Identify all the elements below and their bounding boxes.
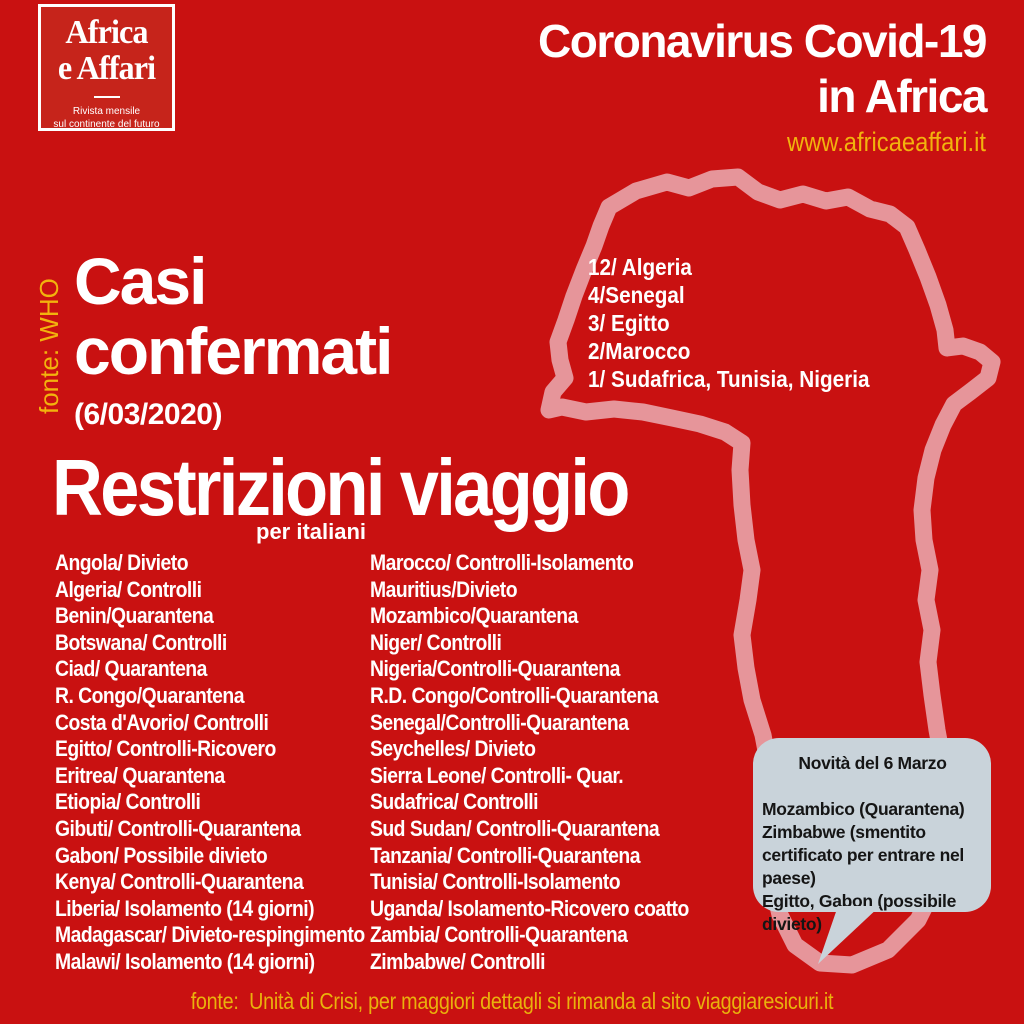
restrictions-title: Restrizioni viaggio — [52, 443, 630, 532]
website-url: www.africaeaffari.it — [787, 127, 986, 157]
restrictions-subtitle: per italiani — [256, 519, 367, 544]
restriction-item: Zimbabwe/ Controlli — [370, 948, 545, 974]
news-bubble-line: Mozambico (Quarantena) — [762, 799, 965, 819]
restriction-item: Etiopia/ Controlli — [55, 789, 201, 815]
page-title-line2: in Africa — [817, 70, 987, 122]
logo-tagline-line1: Rivista mensile — [72, 106, 141, 117]
logo-title-line2: e Affari — [57, 50, 156, 87]
restriction-item: Gabon/ Possibile divieto — [55, 842, 268, 868]
restriction-item: Eritrea/ Quarantena — [55, 762, 225, 788]
page-title-line1: Coronavirus Covid-19 — [538, 15, 988, 67]
confirmed-title-line2: confermati — [74, 314, 393, 388]
restriction-item: Botswana/ Controlli — [55, 629, 227, 655]
restriction-item: Kenya/ Controlli-Quarantena — [55, 869, 304, 895]
case-item: 12/ Algeria — [588, 254, 692, 280]
case-item: 3/ Egitto — [588, 310, 670, 336]
source-label-who: fonte: WHO — [34, 278, 64, 414]
news-bubble-line: certificato per entrare nel — [762, 845, 964, 865]
restriction-item: Senegal/Controlli-Quarantena — [370, 709, 629, 735]
restriction-item: Gibuti/ Controlli-Quarantena — [55, 815, 301, 841]
restriction-item: Niger/ Controlli — [370, 629, 502, 655]
case-item: 1/ Sudafrica, Tunisia, Nigeria — [588, 366, 870, 392]
news-bubble-tail — [818, 906, 880, 964]
restriction-item: Mauritius/Divieto — [370, 576, 518, 602]
restriction-item: Marocco/ Controlli-Isolamento — [370, 550, 634, 575]
restriction-item: Sierra Leone/ Controlli- Quar. — [370, 762, 624, 788]
restriction-item: Sud Sudan/ Controlli-Quarantena — [370, 815, 660, 841]
restrictions-column-left: Angola/ Divieto Algeria/ Controlli Benin/Q… — [55, 550, 365, 976]
restriction-item: Tanzania/ Controlli-Quarantena — [370, 842, 640, 868]
restriction-item: Uganda/ Isolamento-Ricovero coatto — [370, 895, 689, 921]
footer-source: fonte: Unità di Crisi, per maggiori dett… — [190, 988, 834, 1014]
news-bubble-line: Zimbabwe (smentito — [762, 822, 926, 842]
confirmed-title-line1: Casi — [74, 244, 207, 318]
restriction-item: Liberia/ Isolamento (14 giorni) — [55, 895, 315, 921]
case-item: 4/Senegal — [588, 282, 685, 308]
confirmed-cases-block: Casi confermati (6/03/2020) — [74, 244, 393, 432]
logo-title-line1: Africa — [65, 14, 148, 51]
news-bubble-title: Novità del 6 Marzo — [798, 753, 947, 773]
news-bubble-line: divieto) — [762, 914, 822, 934]
restrictions-column-right: Marocco/ Controlli-Isolamento Mauritius/D… — [370, 550, 689, 976]
restriction-item: Costa d'Avorio/ Controlli — [55, 709, 269, 735]
case-item: 2/Marocco — [588, 338, 691, 364]
restriction-item: Malawi/ Isolamento (14 giorni) — [55, 948, 315, 974]
restriction-item: Mozambico/Quarantena — [370, 603, 578, 629]
restriction-item: Nigeria/Controlli-Quarantena — [370, 656, 620, 682]
restriction-item: Ciad/ Quarantena — [55, 656, 207, 682]
restriction-item: Tunisia/ Controlli-Isolamento — [370, 869, 621, 895]
restriction-item: Egitto/ Controlli-Ricovero — [55, 736, 276, 762]
news-bubble-line: paese) — [762, 868, 816, 888]
restriction-item: Madagascar/ Divieto-respingimento — [55, 922, 365, 948]
restriction-item: Angola/ Divieto — [55, 550, 189, 575]
news-bubble-line: Egitto, Gabon (possibile — [762, 891, 957, 911]
page-header: Coronavirus Covid-19 in Africa www.afric… — [538, 14, 988, 158]
confirmed-cases-list: 12/ Algeria 4/Senegal 3/ Egitto 2/Marocco 1/… — [588, 253, 869, 393]
restriction-item: Sudafrica/ Controlli — [370, 789, 539, 815]
restriction-item: Zambia/ Controlli-Quarantena — [370, 922, 628, 948]
logo-tagline-line2: sul continente del futuro — [53, 119, 160, 130]
restriction-item: R. Congo/Quarantena — [55, 682, 244, 708]
restriction-item: Algeria/ Controlli — [55, 576, 202, 602]
news-bubble: Novità del 6 Marzo Mozambico (Quarantena… — [753, 738, 991, 934]
restriction-item: R.D. Congo/Controlli-Quarantena — [370, 682, 659, 708]
news-bubble-body: Mozambico (Quarantena) Zimbabwe (smentito… — [762, 798, 983, 936]
magazine-logo: Africa e Affari Rivista mensile sul cont… — [38, 4, 175, 131]
restriction-item: Benin/Quarantena — [55, 603, 214, 629]
logo-divider — [93, 96, 120, 98]
restriction-item: Seychelles/ Divieto — [370, 736, 536, 762]
confirmed-date: (6/03/2020) — [74, 398, 222, 431]
